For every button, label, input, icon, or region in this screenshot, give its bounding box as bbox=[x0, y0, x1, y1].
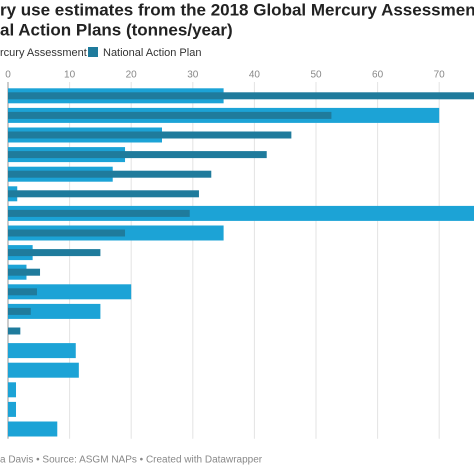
bar bbox=[8, 362, 79, 378]
bar bbox=[8, 288, 37, 296]
x-tick-label: 60 bbox=[372, 70, 384, 81]
bar bbox=[8, 92, 474, 100]
bar bbox=[8, 268, 41, 276]
bar bbox=[8, 190, 199, 198]
bar bbox=[8, 229, 126, 237]
bar bbox=[8, 209, 190, 217]
bar bbox=[8, 327, 21, 335]
bar bbox=[8, 303, 101, 319]
x-tick-label: 0 bbox=[5, 70, 11, 81]
bar bbox=[8, 151, 267, 159]
bar bbox=[8, 343, 76, 359]
bar bbox=[8, 284, 132, 300]
footer: a Davis • Source: ASGM NAPs • Created wi… bbox=[0, 455, 263, 466]
bar bbox=[8, 421, 58, 437]
x-tick-label: 50 bbox=[310, 70, 322, 81]
legend-swatch bbox=[88, 47, 98, 57]
legend-label: rcury Assessment bbox=[0, 47, 87, 59]
bar bbox=[8, 205, 474, 221]
bar bbox=[8, 307, 31, 315]
bar bbox=[8, 111, 332, 119]
bar bbox=[8, 170, 212, 178]
chart-title: ry use estimates from the 2018 Global Me… bbox=[0, 0, 474, 19]
bar bbox=[8, 131, 292, 139]
bar bbox=[8, 382, 17, 398]
bar bbox=[8, 401, 17, 417]
x-tick-label: 30 bbox=[187, 70, 199, 81]
legend-label: National Action Plan bbox=[103, 47, 201, 59]
x-tick-label: 20 bbox=[126, 70, 138, 81]
x-tick-label: 70 bbox=[434, 70, 446, 81]
x-tick-label: 10 bbox=[64, 70, 76, 81]
chart-title: al Action Plans (tonnes/year) bbox=[0, 20, 233, 39]
x-tick-label: 40 bbox=[249, 70, 261, 81]
bar bbox=[8, 249, 101, 257]
